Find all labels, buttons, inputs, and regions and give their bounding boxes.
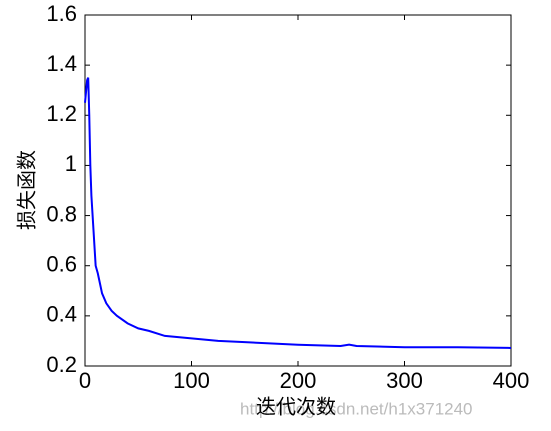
x-tick-label: 200 <box>280 368 317 393</box>
y-tick-label: 1.4 <box>46 51 77 76</box>
y-tick-label: 1 <box>65 151 77 176</box>
y-axis-label: 损失函数 <box>15 150 38 230</box>
watermark: http://blog.csdn.net/h1x371240 <box>240 399 473 418</box>
y-tick-label: 0.6 <box>46 252 77 277</box>
x-axis-label: 迭代次数 <box>256 395 336 418</box>
y-tick-label: 1.2 <box>46 101 77 126</box>
x-tick-label: 400 <box>493 368 530 393</box>
y-tick-label: 0.8 <box>46 201 77 226</box>
line <box>84 77 512 349</box>
y-tick-label: 0.2 <box>46 352 77 377</box>
x-tick-label: 0 <box>79 368 91 393</box>
y-tick-label: 0.4 <box>46 302 77 327</box>
y-tick-label: 1.6 <box>46 1 77 26</box>
plot-area <box>84 14 512 367</box>
x-tick-label: 100 <box>173 368 210 393</box>
x-tick-label: 300 <box>386 368 423 393</box>
